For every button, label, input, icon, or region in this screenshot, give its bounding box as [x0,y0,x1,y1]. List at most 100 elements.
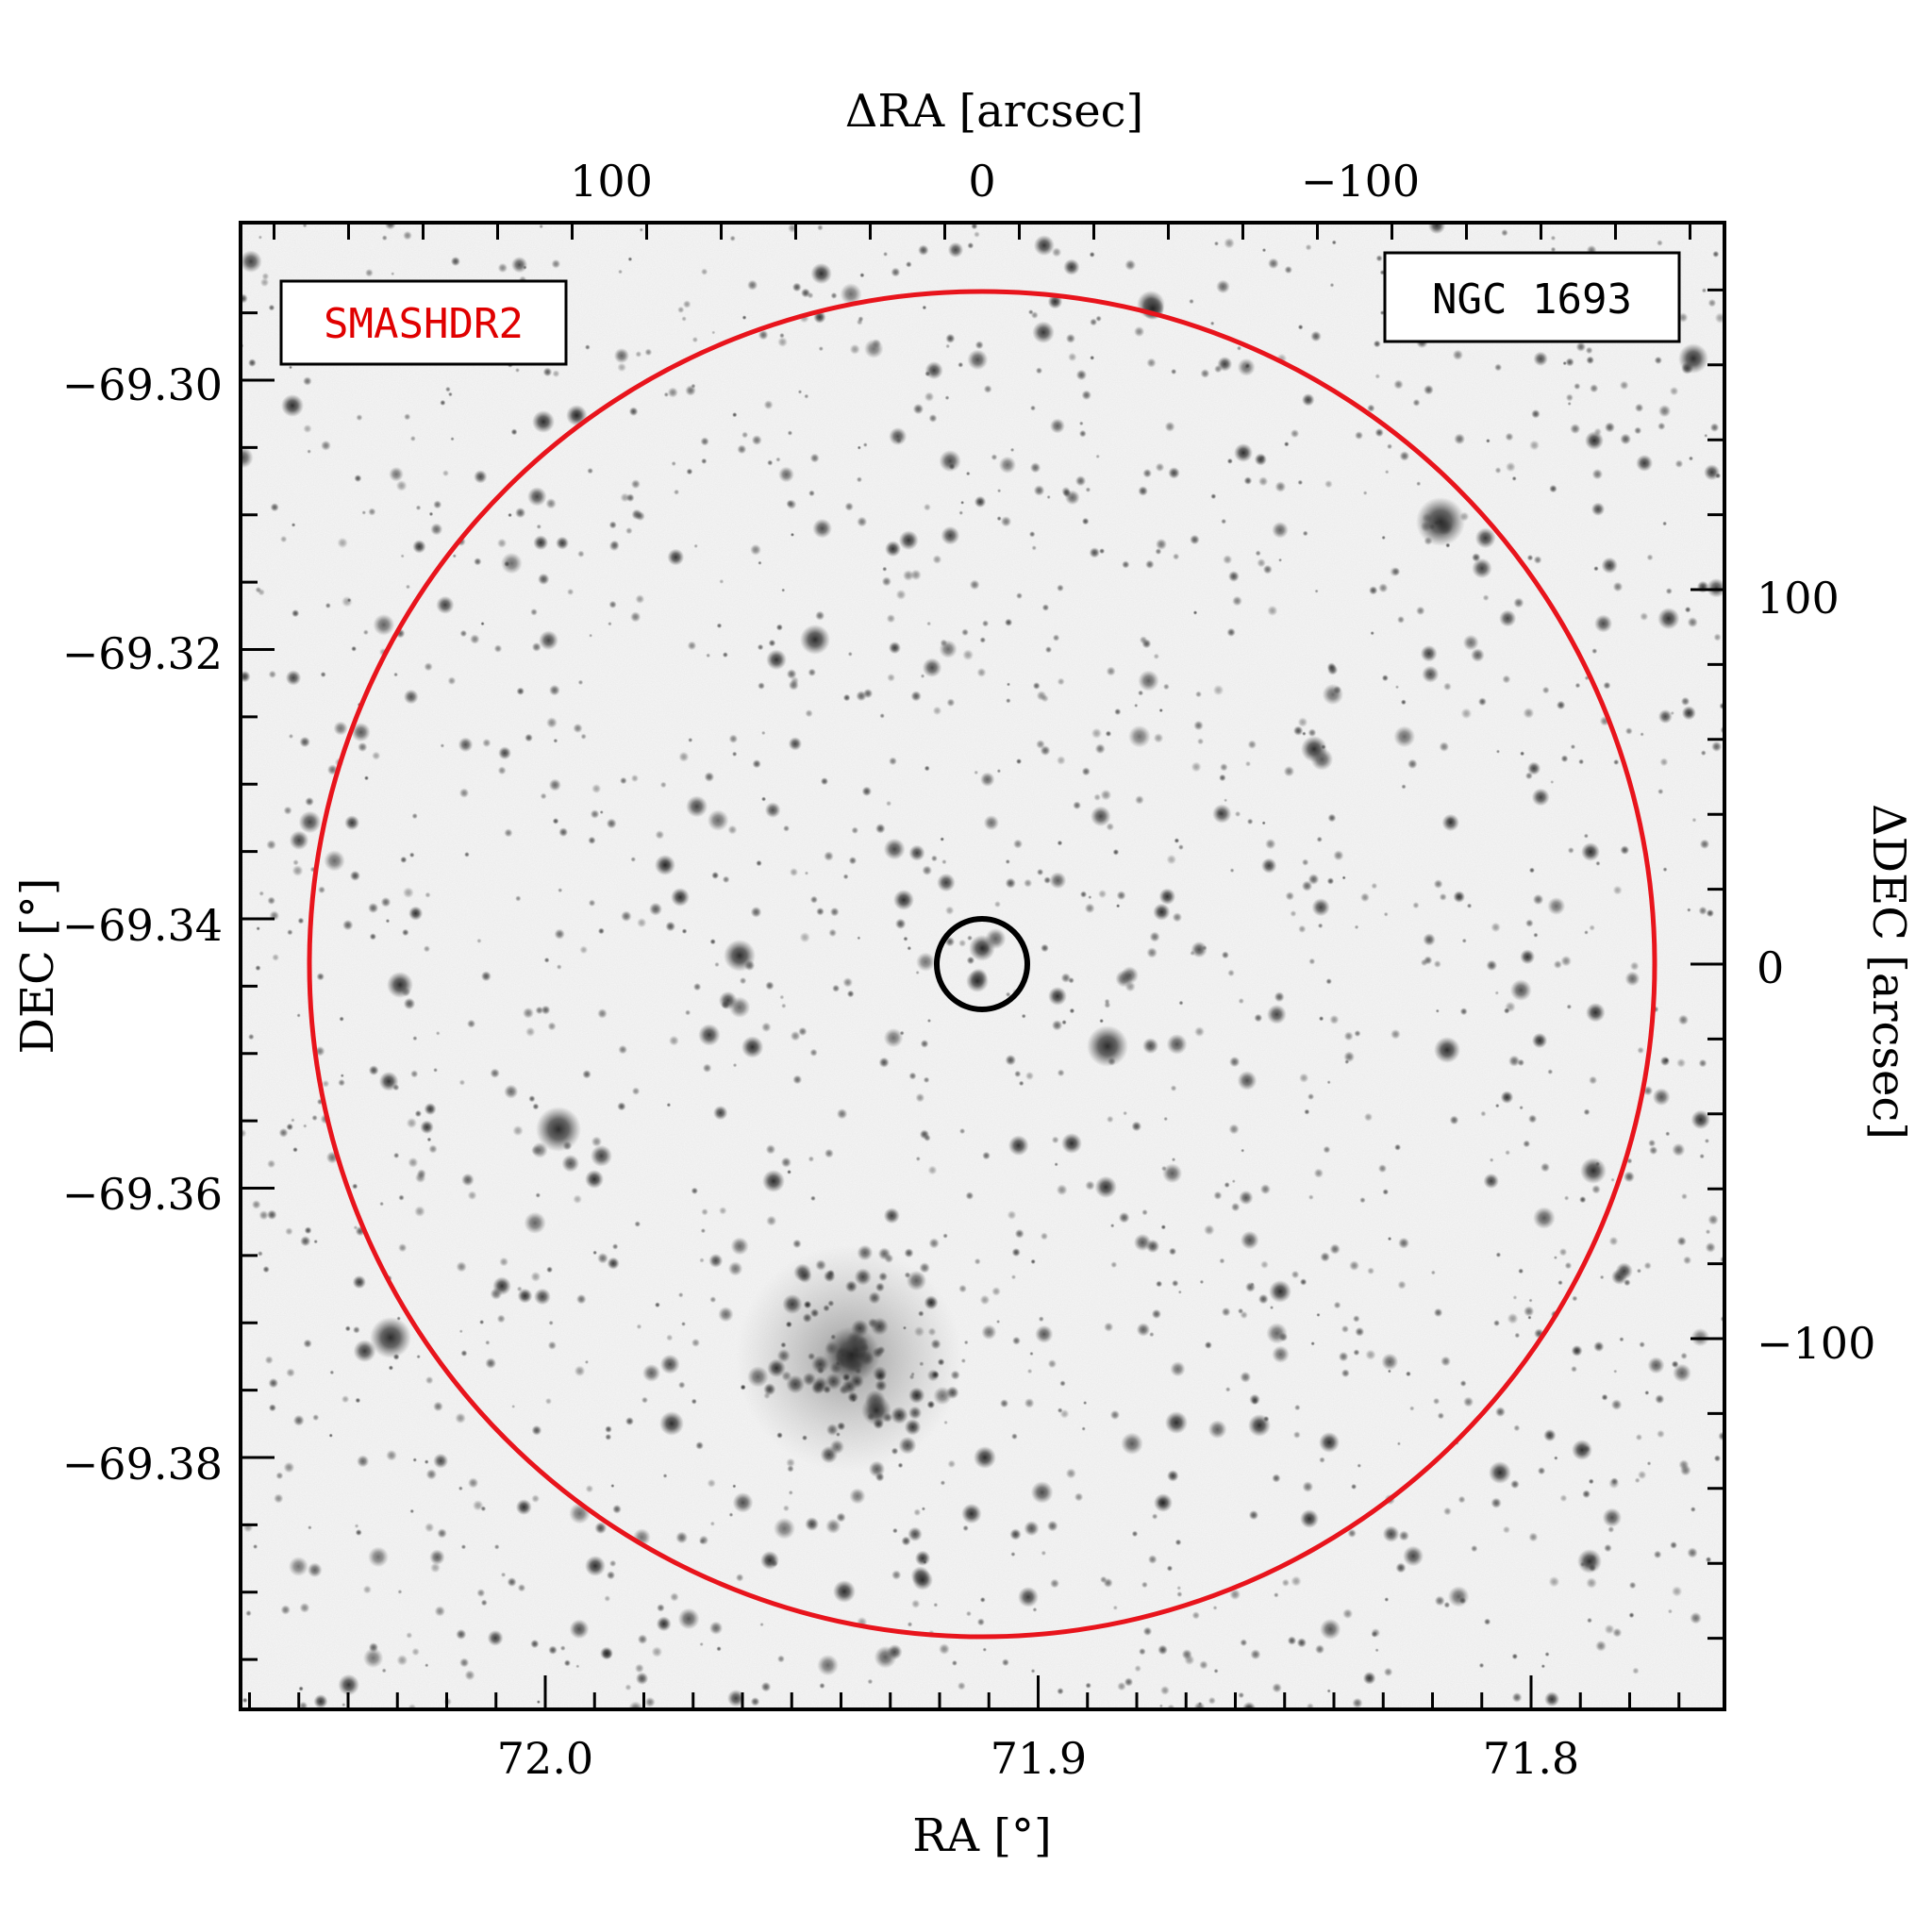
star [1284,265,1293,275]
star [480,1599,488,1607]
star [1048,987,1067,1006]
star [1057,1687,1064,1695]
star [1005,991,1011,997]
star [1713,633,1722,641]
star [1151,1308,1162,1320]
star [1646,1460,1652,1466]
star [1507,1055,1521,1067]
star [787,430,793,436]
star [979,637,987,643]
star [1494,991,1500,995]
star [1234,810,1241,818]
star [241,446,254,469]
star [1052,634,1060,641]
star [1208,1696,1216,1705]
star [1099,1018,1105,1024]
star [1377,1163,1388,1174]
star [291,864,304,876]
star [1033,235,1055,257]
star [461,1173,475,1187]
star [1441,813,1459,832]
star [511,1404,516,1409]
star [802,1312,813,1324]
star [766,1215,777,1226]
star [1023,878,1033,888]
star [1343,1031,1354,1041]
star [1533,351,1548,367]
star [695,1441,704,1450]
star [1026,1368,1033,1374]
star [1044,645,1053,654]
star [480,971,491,982]
star [349,870,361,881]
star [1094,743,1106,755]
star [829,1439,845,1455]
star [296,1013,301,1018]
star [1591,648,1598,655]
star [874,1379,888,1392]
star [546,1266,554,1274]
star [424,662,433,672]
star [400,554,405,558]
star [1691,817,1697,823]
star [1051,1136,1059,1144]
star [902,570,914,582]
star [1454,433,1466,445]
star [1512,1294,1518,1300]
star [458,737,474,753]
star [625,1684,632,1691]
star [1470,648,1485,662]
star [1191,1611,1201,1620]
star [259,277,270,288]
star [847,1391,859,1404]
star [1174,838,1180,843]
star [482,738,491,748]
star [631,1087,641,1096]
star [862,442,868,447]
star [908,844,925,861]
star [1147,1555,1158,1564]
star [380,896,391,908]
star [1509,979,1532,1002]
star [1193,1701,1206,1709]
star [530,608,538,616]
star [1572,1440,1592,1460]
star [766,649,787,671]
star [458,1657,470,1668]
star [515,1499,532,1516]
star [1224,1386,1231,1392]
star [1054,1162,1058,1167]
star [1527,1114,1538,1124]
star [258,1209,269,1221]
star [1213,1668,1219,1674]
star [809,895,819,904]
star [1224,1181,1230,1189]
star [779,994,785,1000]
star [1628,1581,1637,1590]
star [1089,547,1100,558]
star [706,653,711,658]
star [353,1340,376,1363]
star [1131,1530,1139,1538]
star [634,1663,644,1674]
star [938,1643,950,1656]
axis-ticks [241,223,1724,1709]
star [425,1663,429,1668]
star [1624,971,1641,987]
star [1656,240,1663,246]
star [1574,382,1581,391]
star [1500,1091,1514,1104]
star [591,1136,603,1147]
star [535,1192,541,1198]
delta-dec-tick-label: 100 [1757,573,1840,624]
star [1370,630,1374,636]
star [1514,1332,1521,1339]
star [1221,951,1229,959]
star [1412,398,1421,407]
star [741,315,747,321]
star [1089,251,1095,258]
star [423,945,431,953]
star [541,1005,551,1015]
star [1662,867,1668,873]
star [1172,553,1180,560]
